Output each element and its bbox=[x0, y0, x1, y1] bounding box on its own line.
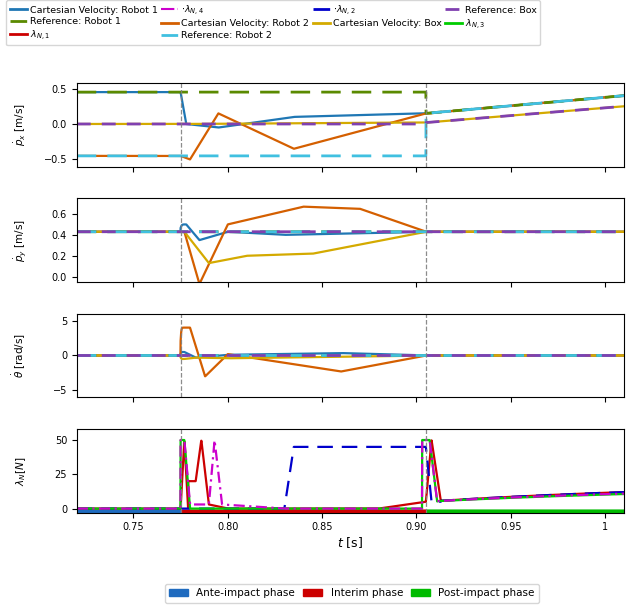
Legend: Cartesian Velocity: Robot 1, Reference: Robot 1, $\lambda_{N,1}$, $\cdot\lambda_: Cartesian Velocity: Robot 1, Reference: … bbox=[6, 0, 540, 45]
Legend: Ante-impact phase, Interim phase, Post-impact phase: Ante-impact phase, Interim phase, Post-i… bbox=[165, 585, 539, 603]
Y-axis label: $\dot{\theta}$ [rad/s]: $\dot{\theta}$ [rad/s] bbox=[10, 333, 28, 378]
X-axis label: $t$ [s]: $t$ [s] bbox=[337, 535, 364, 550]
Y-axis label: $\dot{p}_y$ [m/s]: $\dot{p}_y$ [m/s] bbox=[12, 219, 28, 262]
Y-axis label: $\lambda_N[N]$: $\lambda_N[N]$ bbox=[13, 456, 28, 486]
Y-axis label: $\dot{p}_x$ [m/s]: $\dot{p}_x$ [m/s] bbox=[12, 103, 28, 146]
